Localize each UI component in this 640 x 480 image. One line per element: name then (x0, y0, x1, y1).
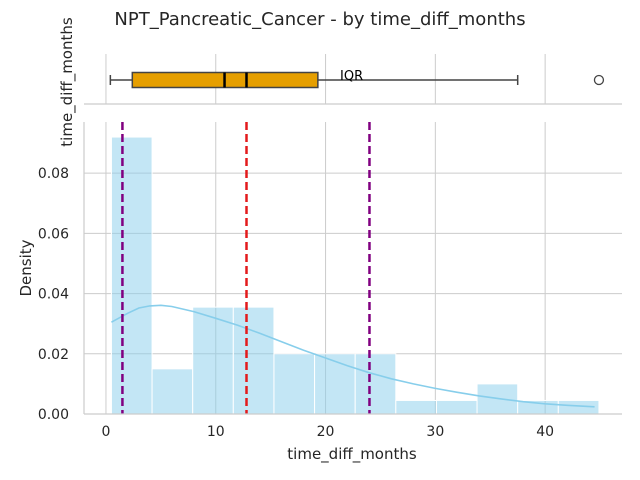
histogram-bar (435, 399, 478, 415)
kde-layer (111, 304, 595, 408)
boxplot (109, 71, 605, 89)
kde-curve (111, 304, 595, 408)
histogram-bar (314, 353, 356, 415)
histogram-bar (232, 306, 275, 415)
x-tick-labels: 0 10 20 30 40 (101, 424, 554, 440)
y-tick-label: 0.00 (38, 407, 69, 423)
iqr-annotation: IQR (340, 69, 363, 84)
y-axis-label: Density (17, 239, 35, 296)
x-axis-label: time_diff_months (287, 445, 417, 464)
chart-title: NPT_Pancreatic_Cancer - by time_diff_mon… (114, 9, 525, 30)
boxplot-grid (105, 54, 546, 104)
x-tick-label: 20 (317, 424, 335, 440)
histogram-bar (110, 136, 153, 415)
y-tick-label: 0.06 (38, 226, 69, 242)
histogram-bar (151, 368, 194, 415)
x-tick-label: 10 (207, 424, 225, 440)
x-tick-label: 30 (426, 424, 444, 440)
y-tick-label: 0.08 (38, 166, 69, 182)
histogram-bar (395, 399, 437, 415)
histogram-bar (354, 353, 397, 415)
y-tick-label: 0.02 (38, 347, 69, 363)
boxplot-y-axis-label: time_diff_months (58, 17, 77, 147)
histogram-bar (192, 306, 234, 415)
x-tick-label: 0 (101, 424, 110, 440)
boxplot-panel: time_diff_months IQR (58, 17, 622, 147)
histogram-panel: 0 10 20 30 40 0.00 0.02 0.04 0.06 0.08 time_diff… (17, 122, 622, 464)
boxplot-outlier (593, 74, 605, 86)
x-tick-label: 40 (536, 424, 554, 440)
histogram-bars (110, 136, 600, 415)
y-tick-label: 0.04 (38, 287, 69, 303)
histogram-bar (273, 353, 316, 415)
y-tick-labels: 0.00 0.02 0.04 0.06 0.08 (38, 166, 69, 423)
reference-lines (121, 122, 371, 414)
